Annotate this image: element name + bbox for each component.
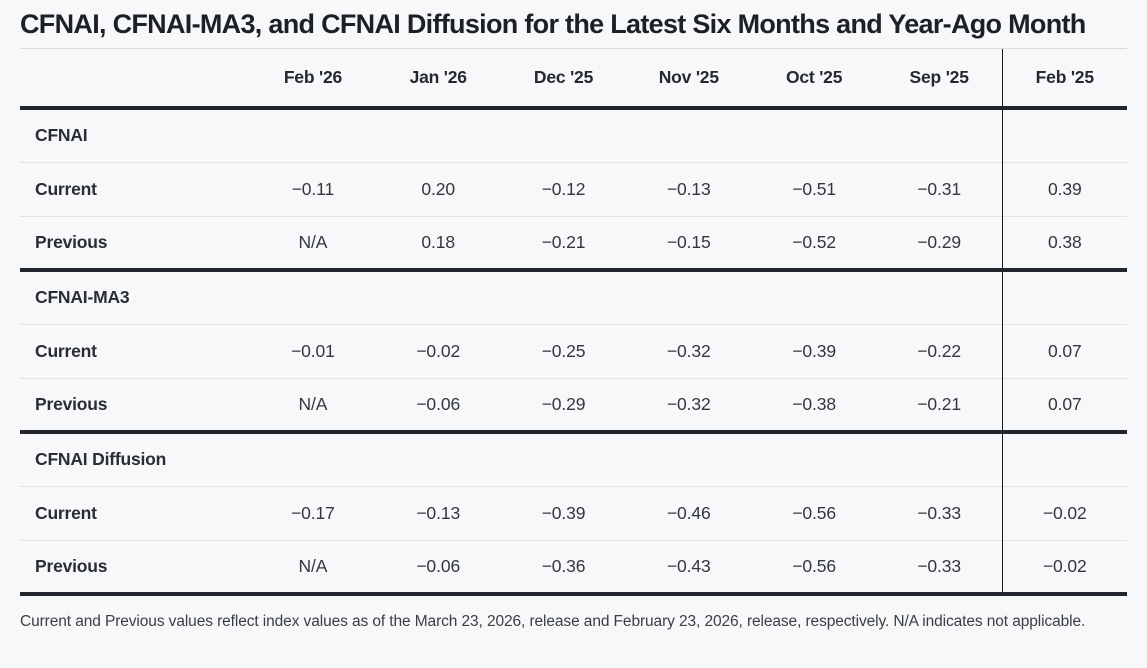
cell-value: −0.33 — [876, 539, 1003, 594]
section-title: CFNAI-MA3 — [20, 268, 251, 324]
cell-value-year-ago: 0.07 — [1001, 377, 1127, 432]
row-label: Previous — [20, 215, 251, 270]
cell-value: −0.32 — [626, 323, 752, 378]
cell-value: −0.13 — [626, 161, 752, 216]
cell-value: −0.43 — [626, 539, 752, 594]
cell-value: −0.06 — [375, 377, 501, 432]
cell-value: −0.36 — [500, 539, 627, 594]
cell-value: −0.56 — [751, 485, 877, 540]
cell-value: −0.11 — [250, 161, 376, 216]
section-header-cfnai: CFNAI — [20, 106, 1127, 162]
column-header-jan26: Jan '26 — [375, 49, 501, 110]
row-label: Previous — [20, 539, 251, 594]
cell-value: −0.02 — [375, 323, 501, 378]
row-label: Previous — [20, 377, 251, 432]
cell-value: −0.39 — [751, 323, 877, 378]
cell-value-year-ago: 0.38 — [1001, 215, 1127, 270]
cell-value: −0.38 — [751, 377, 877, 432]
cell-value: 0.20 — [375, 161, 501, 216]
cell-value: −0.33 — [876, 485, 1003, 540]
header-row: Feb '26 Jan '26 Dec '25 Nov '25 Oct '25 … — [20, 49, 1127, 110]
cell-value: −0.13 — [375, 485, 501, 540]
cell-value: −0.29 — [876, 215, 1003, 270]
cell-value: −0.21 — [500, 215, 627, 270]
page-title: CFNAI, CFNAI-MA3, and CFNAI Diffusion fo… — [20, 0, 1127, 49]
row-ma3-previous: Previous N/A −0.06 −0.29 −0.32 −0.38 −0.… — [20, 377, 1127, 432]
section-title: CFNAI Diffusion — [20, 430, 251, 486]
cell-value-year-ago: 0.07 — [1001, 323, 1127, 378]
cell-value: −0.17 — [250, 485, 376, 540]
section-title: CFNAI — [20, 106, 251, 162]
cell-value-year-ago: −0.02 — [1001, 539, 1127, 594]
cell-value: −0.51 — [751, 161, 877, 216]
section-header-cfnai-diffusion: CFNAI Diffusion — [20, 430, 1127, 486]
cell-value: N/A — [250, 539, 376, 594]
row-label: Current — [20, 323, 251, 378]
cell-value: N/A — [250, 377, 376, 432]
cell-value-year-ago: −0.02 — [1001, 485, 1127, 540]
section-header-cfnai-ma3: CFNAI-MA3 — [20, 268, 1127, 324]
cell-value: −0.15 — [626, 215, 752, 270]
row-cfnai-current: Current −0.11 0.20 −0.12 −0.13 −0.51 −0.… — [20, 161, 1127, 216]
cell-value: −0.29 — [500, 377, 627, 432]
row-ma3-current: Current −0.01 −0.02 −0.25 −0.32 −0.39 −0… — [20, 323, 1127, 378]
corner-cell — [20, 49, 251, 110]
column-header-nov25: Nov '25 — [626, 49, 752, 110]
footnote: Current and Previous values reflect inde… — [20, 613, 1086, 630]
cell-value-year-ago: 0.39 — [1001, 161, 1127, 216]
cell-value: −0.32 — [626, 377, 752, 432]
cell-value: −0.46 — [626, 485, 752, 540]
cfnai-data-table: Feb '26 Jan '26 Dec '25 Nov '25 Oct '25 … — [20, 49, 1127, 596]
column-header-feb26: Feb '26 — [250, 49, 376, 110]
cell-value: −0.39 — [500, 485, 627, 540]
row-cfnai-previous: Previous N/A 0.18 −0.21 −0.15 −0.52 −0.2… — [20, 215, 1127, 270]
cell-value: −0.52 — [751, 215, 877, 270]
column-header-year-ago-feb25: Feb '25 — [1001, 49, 1127, 110]
row-label: Current — [20, 161, 251, 216]
cell-value: −0.22 — [876, 323, 1003, 378]
row-diffusion-current: Current −0.17 −0.13 −0.39 −0.46 −0.56 −0… — [20, 485, 1127, 540]
column-header-oct25: Oct '25 — [751, 49, 877, 110]
cell-value: −0.12 — [500, 161, 627, 216]
row-diffusion-previous: Previous N/A −0.06 −0.36 −0.43 −0.56 −0.… — [20, 539, 1127, 594]
column-header-dec25: Dec '25 — [500, 49, 627, 110]
cell-value: −0.06 — [375, 539, 501, 594]
cell-value: −0.31 — [876, 161, 1003, 216]
cell-value: −0.21 — [876, 377, 1003, 432]
row-label: Current — [20, 485, 251, 540]
cell-value: 0.18 — [375, 215, 501, 270]
cell-value: −0.56 — [751, 539, 877, 594]
column-header-sep25: Sep '25 — [876, 49, 1003, 110]
cell-value: −0.01 — [250, 323, 376, 378]
cell-value: N/A — [250, 215, 376, 270]
cell-value: −0.25 — [500, 323, 627, 378]
